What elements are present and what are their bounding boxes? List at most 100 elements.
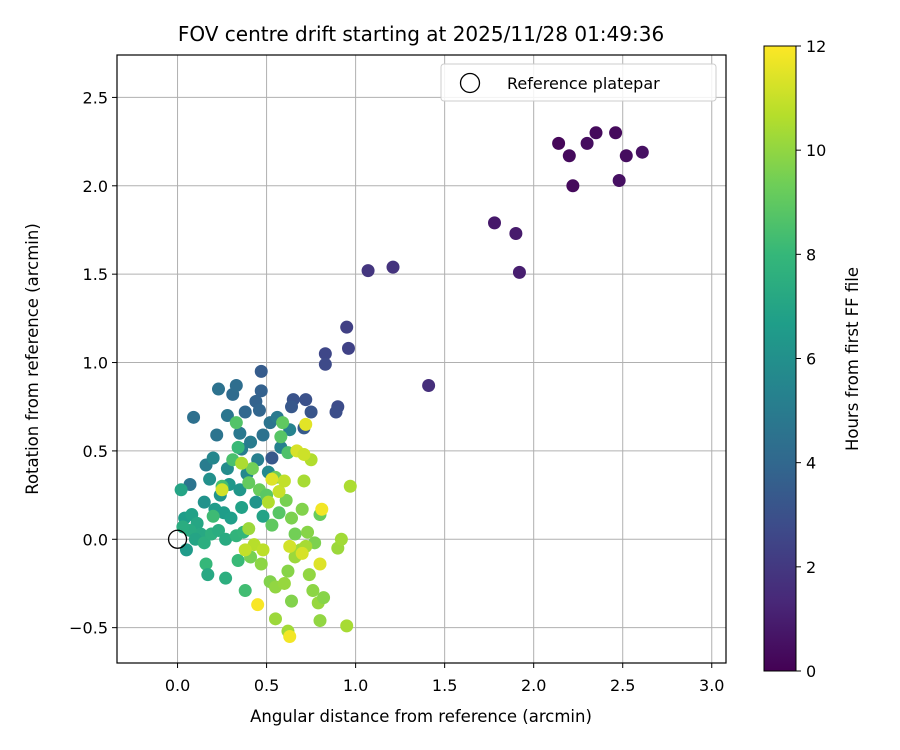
data-point (224, 511, 238, 525)
y-tick-label: 0.5 (83, 442, 108, 461)
data-point (317, 591, 331, 605)
x-tick-label: 1.5 (432, 676, 457, 695)
y-tick-label: 0.0 (83, 530, 108, 549)
colorbar-gradient (764, 46, 796, 671)
data-point (329, 405, 343, 419)
x-axis-label: Angular distance from reference (arcmin) (250, 707, 592, 726)
data-point (219, 571, 233, 585)
data-point (233, 483, 247, 497)
data-point (318, 357, 332, 371)
data-point (220, 409, 234, 423)
data-point (488, 216, 502, 230)
data-point (422, 379, 436, 393)
data-point (361, 264, 375, 278)
colorbar-tick-label: 8 (806, 245, 816, 264)
legend-box (440, 63, 717, 102)
data-point (313, 557, 327, 571)
data-point (285, 511, 299, 525)
data-point (302, 568, 316, 582)
data-point (612, 173, 626, 187)
data-point (203, 472, 217, 486)
data-point (206, 509, 220, 523)
data-points (174, 126, 649, 643)
data-point (215, 483, 229, 497)
data-point (206, 451, 220, 465)
data-point (276, 416, 290, 430)
data-point (340, 320, 354, 334)
colorbar-tick-label: 4 (806, 454, 816, 473)
data-point (252, 403, 266, 417)
x-tick-label: 0.0 (165, 676, 190, 695)
data-point (277, 576, 291, 590)
data-point (265, 518, 279, 532)
colorbar-tick-label: 10 (806, 141, 826, 160)
data-point (254, 364, 268, 378)
x-tick-label: 0.5 (254, 676, 279, 695)
data-point (315, 502, 329, 516)
data-point (301, 525, 315, 539)
data-point (509, 227, 523, 241)
data-point (306, 584, 320, 598)
data-point (242, 522, 256, 536)
x-tick-label: 2.5 (610, 676, 635, 695)
data-point (212, 523, 225, 537)
colorbar-tick-label: 12 (806, 37, 826, 56)
data-point (233, 426, 247, 440)
data-point (299, 417, 313, 431)
data-point (210, 428, 224, 442)
data-point (272, 485, 286, 499)
data-point (231, 440, 245, 454)
data-point (304, 405, 318, 419)
data-point (619, 149, 633, 163)
data-point (297, 474, 311, 488)
colorbar-label: Hours from first FF file (843, 267, 862, 451)
data-point (261, 495, 275, 509)
data-point (199, 557, 213, 571)
data-point (283, 539, 297, 553)
legend: Reference platepar (440, 63, 717, 102)
data-point (179, 543, 193, 557)
data-point (281, 564, 295, 578)
data-point (295, 502, 309, 516)
data-point (254, 557, 268, 571)
data-point (297, 447, 311, 461)
data-point (219, 532, 233, 546)
data-point (201, 568, 215, 582)
chart-title: FOV centre drift starting at 2025/11/28 … (178, 22, 664, 46)
x-tick-label: 2.0 (521, 676, 546, 695)
data-point (238, 584, 252, 598)
y-axis-label: Rotation from reference (arcmin) (23, 223, 42, 495)
data-point (229, 416, 243, 430)
data-point (566, 179, 580, 193)
colorbar-tick-label: 2 (806, 558, 816, 577)
data-point (279, 493, 293, 507)
data-point (295, 546, 309, 560)
legend-marker-icon (459, 72, 481, 94)
y-tick-label: 2.5 (83, 88, 108, 107)
data-point (274, 430, 288, 444)
data-point (285, 400, 299, 414)
data-point (299, 393, 313, 407)
data-point (197, 536, 211, 550)
data-point (197, 495, 211, 509)
data-point (212, 382, 225, 396)
legend-entry-label: Reference platepar (507, 74, 660, 93)
data-point (244, 435, 258, 449)
data-point (235, 500, 249, 514)
data-point (589, 126, 603, 140)
data-point (635, 145, 649, 159)
data-point (609, 126, 623, 140)
data-point (580, 136, 594, 150)
data-point (231, 553, 245, 567)
data-point (285, 594, 299, 608)
data-point (343, 479, 357, 493)
data-point (334, 532, 348, 546)
data-point (251, 598, 265, 612)
data-point (256, 428, 270, 442)
data-point (318, 347, 332, 361)
data-point (313, 614, 327, 628)
y-tick-label: 2.0 (83, 177, 108, 196)
data-point (187, 410, 201, 424)
data-point (242, 476, 256, 490)
